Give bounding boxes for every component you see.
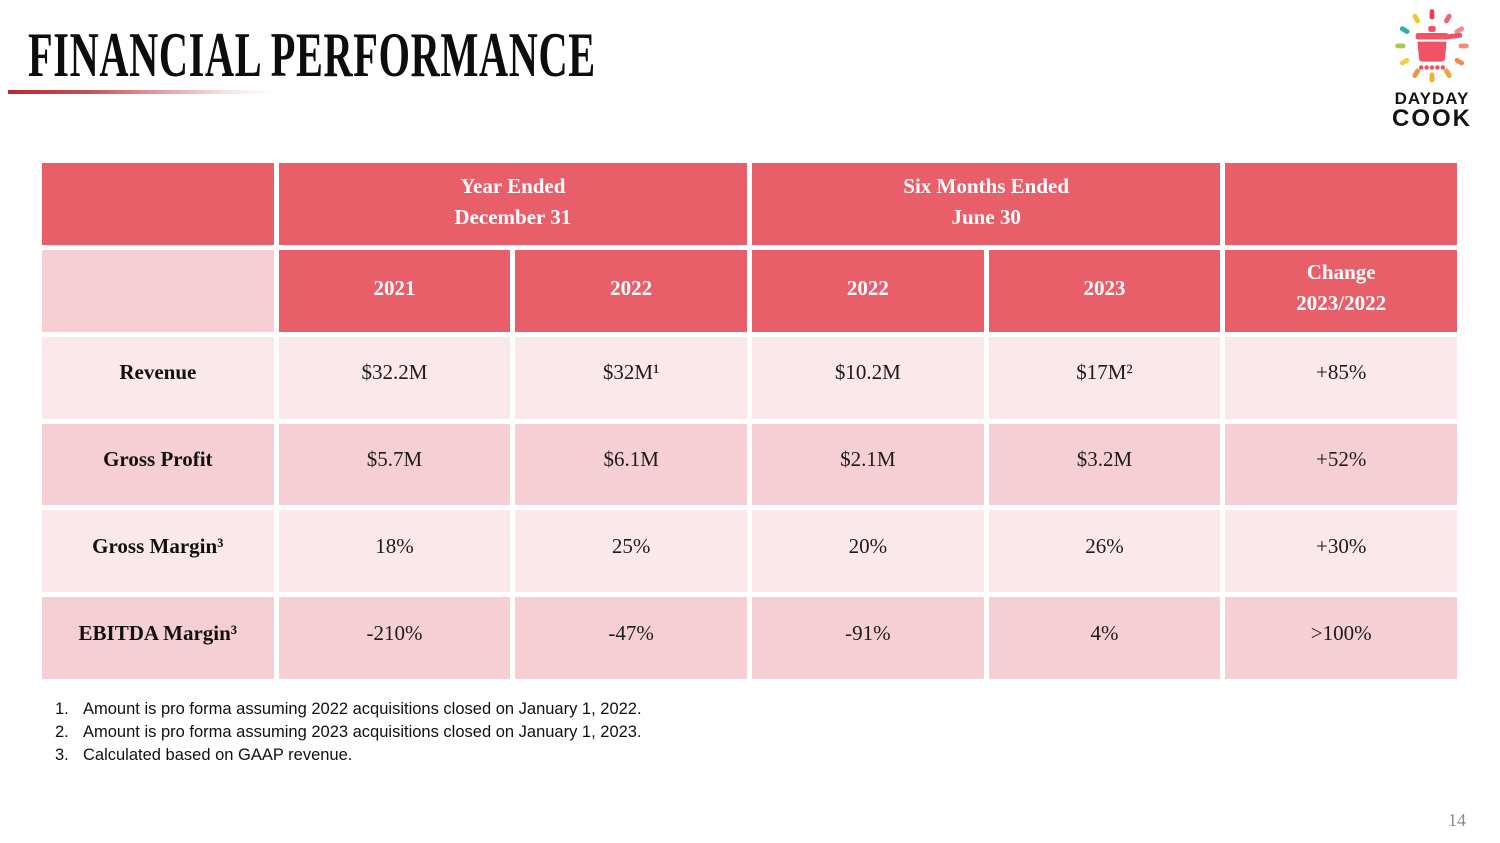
cell-gross-margin-2021: 18% — [278, 510, 511, 593]
ray — [1395, 43, 1406, 49]
cell-gross-profit-2023-6m: $3.2M — [988, 423, 1221, 506]
cell-gross-margin-2022-6m: 20% — [752, 510, 984, 593]
pot-knob — [1428, 25, 1436, 32]
ray — [1399, 57, 1410, 66]
footnote-number: 1. — [55, 700, 69, 718]
table-corner-blank — [42, 163, 274, 245]
col-header-2022-fy: 2022 — [515, 249, 747, 332]
cell-ebitda-margin-2021: -210% — [278, 597, 511, 679]
logo-text-cook: COOK — [1392, 105, 1472, 132]
footnote-2: 2. Amount is pro forma assuming 2023 acq… — [55, 721, 642, 744]
footnote-1: 1. Amount is pro forma assuming 2022 acq… — [55, 698, 642, 721]
ray — [1443, 13, 1452, 24]
ray — [1429, 9, 1435, 20]
title-underline — [8, 90, 276, 94]
pot-body — [1417, 41, 1447, 62]
footnote-number: 2. — [55, 723, 69, 741]
pot-dot — [1418, 65, 1424, 70]
daydaycook-logo: DAYDAY COOK — [1384, 6, 1480, 131]
pot-handle — [1445, 32, 1463, 40]
page-number: 14 — [1448, 810, 1466, 830]
logo-rays — [1395, 9, 1469, 83]
cell-gross-margin-2022fy: 25% — [515, 510, 747, 593]
logo-text-dayday: DAYDAY — [1394, 89, 1470, 108]
group-header-six-months-ended: Six Months Ended June 30 — [752, 163, 1221, 245]
cell-gross-profit-2022fy: $6.1M — [515, 423, 747, 506]
cell-gross-profit-change: +52% — [1225, 423, 1457, 506]
ray — [1429, 72, 1435, 83]
col-header-2022-6m: 2022 — [752, 249, 984, 332]
row-label-gross-margin: Gross Margin³ — [42, 510, 274, 593]
pot-dot — [1429, 65, 1435, 70]
footnote-text: Calculated based on GAAP revenue. — [83, 746, 353, 764]
cell-gross-profit-2021: $5.7M — [278, 423, 511, 506]
col-header-2021: 2021 — [278, 249, 511, 332]
col-header-2023-6m: 2023 — [988, 249, 1221, 332]
cell-revenue-2022fy: $32M¹ — [515, 336, 747, 419]
pot-dot — [1440, 65, 1446, 70]
cooking-pot-icon — [1395, 9, 1469, 83]
col-header-change: Change 2023/2022 — [1225, 249, 1457, 332]
financial-table: Year Ended December 31 Six Months Ended … — [42, 163, 1457, 679]
group-header-year-ended: Year Ended December 31 — [278, 163, 747, 245]
ray — [1454, 26, 1465, 34]
footnotes: 1. Amount is pro forma assuming 2022 acq… — [55, 698, 642, 767]
cell-gross-margin-change: +30% — [1225, 510, 1457, 593]
cell-gross-profit-2022-6m: $2.1M — [752, 423, 984, 506]
subheader-blank — [42, 249, 274, 332]
cell-ebitda-margin-2022-6m: -91% — [752, 597, 984, 679]
page-title: FINANCIAL PERFORMANCE — [28, 20, 596, 90]
cell-gross-margin-2023-6m: 26% — [988, 510, 1221, 593]
row-label-revenue: Revenue — [42, 336, 274, 419]
title-block: FINANCIAL PERFORMANCE — [8, 20, 915, 94]
header-blank-above-change — [1225, 163, 1457, 245]
row-label-ebitda-margin: EBITDA Margin³ — [42, 597, 274, 679]
ray — [1399, 26, 1410, 34]
ray — [1454, 57, 1465, 66]
footnote-text: Amount is pro forma assuming 2023 acquis… — [83, 723, 642, 741]
cell-revenue-2023-6m: $17M² — [988, 336, 1221, 419]
footnote-number: 3. — [55, 746, 69, 764]
pot-lid — [1415, 32, 1449, 40]
cell-revenue-2021: $32.2M — [278, 336, 511, 419]
cell-revenue-2022-6m: $10.2M — [752, 336, 984, 419]
cell-ebitda-margin-change: >100% — [1225, 597, 1457, 679]
footnote-text: Amount is pro forma assuming 2022 acquis… — [83, 700, 642, 718]
cell-ebitda-margin-2023-6m: 4% — [988, 597, 1221, 679]
row-label-gross-profit: Gross Profit — [42, 423, 274, 506]
ray — [1412, 68, 1421, 79]
pot-dot — [1435, 65, 1440, 70]
ray — [1443, 68, 1452, 79]
pot-dots — [1418, 65, 1446, 70]
ray — [1458, 43, 1469, 49]
cell-revenue-change: +85% — [1225, 336, 1457, 419]
pot-dot — [1424, 65, 1429, 70]
ray — [1412, 13, 1421, 24]
cell-ebitda-margin-2022fy: -47% — [515, 597, 747, 679]
pot-shape — [1415, 25, 1463, 70]
footnote-3: 3. Calculated based on GAAP revenue. — [55, 744, 642, 767]
